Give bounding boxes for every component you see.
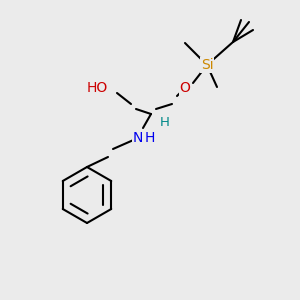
Text: Si: Si [201,58,213,72]
Text: N: N [133,131,143,145]
Text: H: H [160,116,170,128]
Text: O: O [180,81,190,95]
Text: HO: HO [87,81,108,95]
Text: H: H [145,131,155,145]
